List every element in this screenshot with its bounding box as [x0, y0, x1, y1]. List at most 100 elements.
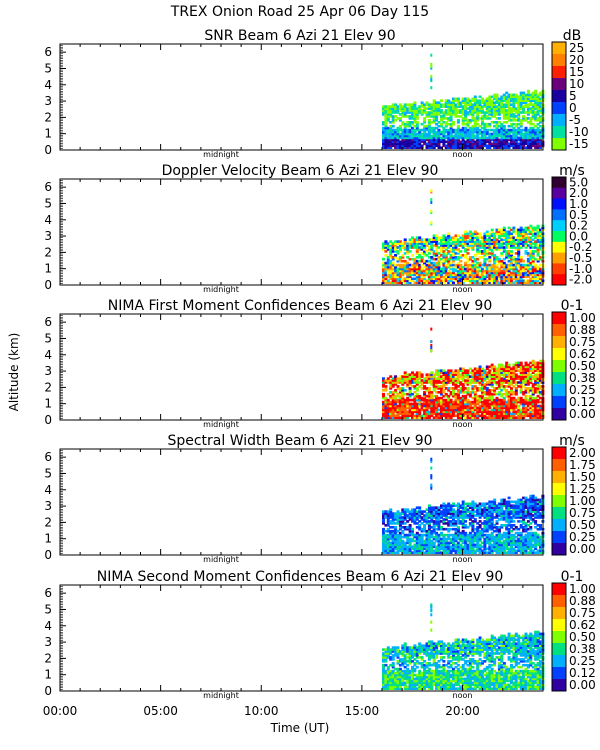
heatmap-cell [401, 379, 405, 382]
heatmap-cell [420, 275, 424, 279]
heatmap-cell [386, 529, 390, 533]
heatmap-cell [473, 391, 477, 394]
heatmap-cell [471, 406, 475, 410]
heatmap-cell [502, 263, 506, 267]
heatmap-cell [386, 267, 390, 271]
heatmap-cell [478, 111, 482, 114]
heatmap-cell [517, 365, 521, 369]
heatmap-cell [531, 408, 535, 412]
colorbar-swatch [552, 114, 566, 127]
heatmap-cell [488, 416, 492, 419]
heatmap-cell [476, 379, 480, 382]
heatmap-cell [389, 416, 393, 419]
heatmap-cell [391, 144, 395, 148]
heatmap-cell [447, 381, 451, 384]
heatmap-cell [456, 121, 460, 124]
heatmap-cell [386, 109, 390, 112]
heatmap-cell [454, 263, 458, 267]
heatmap-cell [502, 146, 506, 149]
heatmap-cell [512, 379, 516, 382]
heatmap-cell [382, 543, 385, 547]
heatmap-cell [510, 389, 513, 392]
heatmap-cell [452, 254, 455, 257]
heatmap-cell [420, 510, 424, 513]
heatmap-cell [461, 144, 465, 148]
heatmap-cell [394, 539, 398, 543]
heatmap-cell [398, 281, 402, 284]
heatmap-cell [536, 236, 540, 239]
heatmap-cell [452, 121, 455, 124]
heatmap-cell [476, 240, 480, 243]
heatmap-cell [442, 121, 446, 124]
heatmap-cell [401, 130, 405, 134]
heatmap-cell [444, 128, 448, 132]
heatmap-cell [493, 398, 497, 402]
heatmap-cell [502, 134, 506, 138]
heatmap-cell [519, 275, 523, 279]
heatmap-cell [514, 115, 518, 118]
heatmap-cell [481, 101, 484, 104]
heatmap-cell [485, 246, 489, 249]
heatmap-cell [432, 101, 436, 104]
heatmap-cell [394, 146, 398, 149]
heatmap-cell [398, 516, 402, 519]
heatmap-cell [488, 273, 492, 277]
heatmap-cell [437, 132, 441, 136]
heatmap-cell [449, 275, 453, 279]
heatmap-cell [529, 381, 533, 384]
heatmap-cell [536, 375, 540, 378]
heatmap-cell [447, 275, 451, 279]
heatmap-cell [512, 404, 516, 408]
heatmap-cell [505, 412, 509, 416]
heatmap-cell [478, 379, 482, 382]
heatmap-cell [500, 398, 504, 402]
heatmap-cell [413, 375, 417, 378]
heatmap-cell [493, 259, 497, 263]
time-marker-label: midnight [203, 285, 239, 294]
heatmap-cell [411, 109, 414, 112]
heatmap-cell [398, 394, 402, 398]
heatmap-cell [471, 144, 475, 148]
heatmap-cell [444, 140, 448, 144]
heatmap-cell [539, 121, 542, 124]
heatmap-cell [476, 101, 480, 104]
heatmap-cell [507, 275, 511, 279]
heatmap-cell [524, 99, 528, 102]
heatmap-cell [524, 236, 528, 239]
heatmap-cell [420, 103, 424, 106]
heatmap-cell [529, 136, 533, 140]
heatmap-cell [430, 412, 434, 416]
heatmap-cell [435, 273, 439, 277]
heatmap-cell [432, 234, 436, 237]
heatmap-cell [529, 121, 533, 124]
colorbar-swatch [552, 54, 566, 67]
heatmap-cell [391, 381, 395, 384]
heatmap-cell [447, 408, 451, 412]
heatmap-cell [411, 412, 414, 416]
heatmap-cell [461, 387, 465, 390]
heatmap-cell [488, 244, 492, 247]
heatmap-cell [476, 244, 480, 247]
heatmap-cell [490, 99, 494, 102]
heatmap-cell [427, 122, 431, 126]
heatmap-cell [432, 279, 436, 283]
heatmap-cell [500, 124, 504, 128]
heatmap-cell [437, 263, 441, 267]
heatmap-cell [526, 389, 530, 392]
heatmap-cell [420, 512, 424, 515]
heatmap-cell [473, 381, 477, 384]
heatmap-cell [413, 522, 417, 525]
heatmap-cell [432, 115, 436, 118]
heatmap-cell [440, 115, 443, 118]
heatmap-cell [435, 369, 439, 372]
heatmap-cell [514, 261, 518, 265]
heatmap-cell [536, 238, 540, 241]
heatmap-cell [435, 406, 439, 410]
heatmap-cell [524, 273, 528, 277]
heatmap-cell [423, 281, 427, 284]
heatmap-cell [398, 263, 402, 267]
heatmap-cell [478, 252, 482, 255]
heatmap-cell [456, 271, 460, 275]
heatmap-cell [444, 408, 448, 412]
heatmap-cell [529, 379, 533, 382]
